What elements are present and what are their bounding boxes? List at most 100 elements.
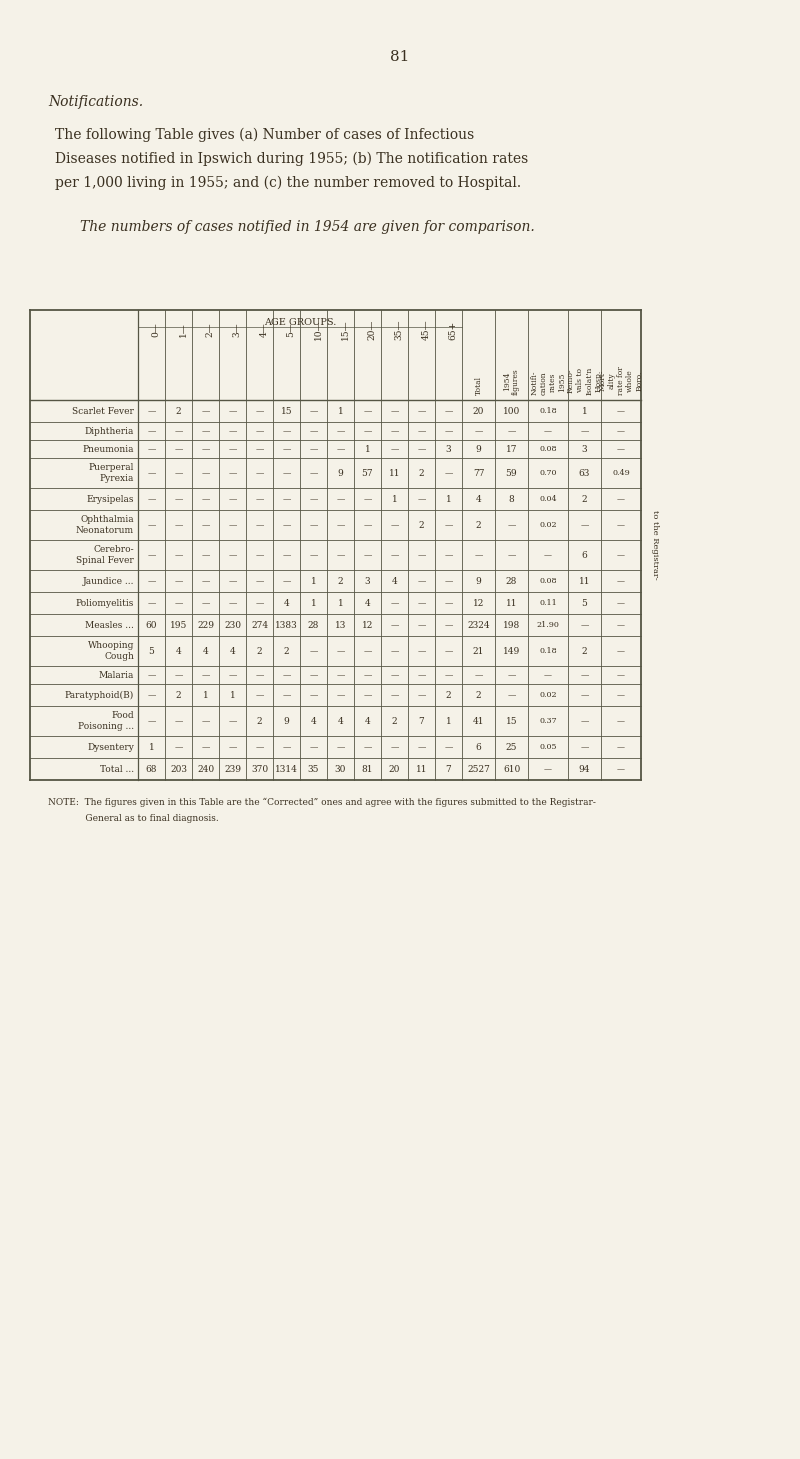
- Text: —: —: [507, 552, 516, 559]
- Text: 1: 1: [310, 598, 316, 607]
- Text: —: —: [202, 552, 210, 559]
- Text: —: —: [336, 427, 345, 435]
- Text: —: —: [363, 521, 372, 530]
- Text: —: —: [617, 407, 625, 414]
- Text: —: —: [363, 407, 372, 414]
- Text: —: —: [147, 576, 156, 585]
- Text: —: —: [336, 692, 345, 699]
- Text: —: —: [418, 445, 426, 452]
- Text: 7: 7: [446, 765, 451, 773]
- Text: 5—: 5—: [286, 322, 295, 337]
- Text: —: —: [147, 600, 156, 607]
- Text: —: —: [617, 427, 625, 435]
- Text: Food
Poisoning ...: Food Poisoning ...: [78, 712, 134, 731]
- Text: —: —: [310, 407, 318, 414]
- Text: —: —: [255, 743, 264, 751]
- Text: 0.18: 0.18: [539, 646, 557, 655]
- Text: Diseases notified in Ipswich during 1955; (b) The notification rates: Diseases notified in Ipswich during 1955…: [55, 152, 528, 166]
- Text: —: —: [418, 646, 426, 655]
- Text: —: —: [444, 622, 453, 629]
- Text: —: —: [147, 495, 156, 503]
- Text: to the Registrar-: to the Registrar-: [651, 511, 659, 579]
- Text: 203: 203: [170, 765, 187, 773]
- Text: 35: 35: [308, 765, 319, 773]
- Text: —: —: [444, 743, 453, 751]
- Text: —: —: [580, 622, 589, 629]
- Text: —: —: [228, 468, 237, 477]
- Text: The following Table gives (a) Number of cases of Infectious: The following Table gives (a) Number of …: [55, 128, 474, 143]
- Text: 7: 7: [418, 716, 424, 725]
- Text: —: —: [228, 671, 237, 678]
- Text: Notifi-
cation
rates
1955: Notifi- cation rates 1955: [530, 371, 566, 395]
- Text: —: —: [444, 600, 453, 607]
- Text: —: —: [444, 427, 453, 435]
- Text: —: —: [390, 427, 398, 435]
- Text: —: —: [228, 552, 237, 559]
- Text: —: —: [202, 407, 210, 414]
- Text: 15: 15: [506, 716, 518, 725]
- Text: —: —: [390, 445, 398, 452]
- Text: —: —: [444, 671, 453, 678]
- Text: 2—: 2—: [206, 322, 214, 337]
- Text: 13: 13: [335, 620, 346, 629]
- Text: —: —: [336, 445, 345, 452]
- Text: 1314: 1314: [275, 765, 298, 773]
- Text: 0.37: 0.37: [539, 716, 557, 725]
- Text: 2: 2: [418, 521, 424, 530]
- Text: —: —: [255, 495, 264, 503]
- Text: —: —: [174, 427, 182, 435]
- Text: 9: 9: [284, 716, 290, 725]
- Text: 9: 9: [338, 468, 343, 477]
- Text: —: —: [202, 495, 210, 503]
- Text: —: —: [418, 552, 426, 559]
- Text: —: —: [147, 407, 156, 414]
- Text: 81: 81: [362, 765, 374, 773]
- Text: Diphtheria: Diphtheria: [85, 426, 134, 435]
- Text: 0.02: 0.02: [539, 692, 557, 699]
- Text: Jaundice ...: Jaundice ...: [82, 576, 134, 585]
- Text: —: —: [617, 622, 625, 629]
- Text: —: —: [544, 671, 552, 678]
- Text: 0.08: 0.08: [539, 576, 557, 585]
- Text: —: —: [390, 407, 398, 414]
- Text: —: —: [282, 468, 290, 477]
- Text: —: —: [310, 646, 318, 655]
- Text: —: —: [617, 495, 625, 503]
- Text: —: —: [147, 552, 156, 559]
- Text: 2: 2: [257, 716, 262, 725]
- Text: —: —: [544, 552, 552, 559]
- Text: —: —: [444, 552, 453, 559]
- Text: 11: 11: [416, 765, 427, 773]
- Text: 2: 2: [582, 495, 587, 503]
- Text: —: —: [147, 427, 156, 435]
- Text: —: —: [147, 521, 156, 530]
- Text: 5: 5: [582, 598, 587, 607]
- Text: —: —: [474, 671, 482, 678]
- Text: —: —: [310, 743, 318, 751]
- Text: 65+: 65+: [449, 321, 458, 340]
- Text: —: —: [282, 671, 290, 678]
- Text: —: —: [363, 646, 372, 655]
- Text: —: —: [174, 521, 182, 530]
- Text: The numbers of cases notified in 1954 are given for comparison.: The numbers of cases notified in 1954 ar…: [80, 220, 534, 233]
- Text: —: —: [418, 576, 426, 585]
- Text: —: —: [202, 521, 210, 530]
- Text: 15: 15: [281, 407, 292, 416]
- Text: —: —: [228, 495, 237, 503]
- Text: —: —: [418, 407, 426, 414]
- Text: —: —: [174, 552, 182, 559]
- Text: Scarlet Fever: Scarlet Fever: [72, 407, 134, 416]
- Text: —: —: [202, 716, 210, 725]
- Text: —: —: [418, 622, 426, 629]
- Text: 25: 25: [506, 743, 518, 751]
- Text: —: —: [617, 521, 625, 530]
- Text: —: —: [418, 671, 426, 678]
- Text: —: —: [474, 552, 482, 559]
- Text: Paratyphoid(B): Paratyphoid(B): [65, 690, 134, 699]
- Text: 1383: 1383: [275, 620, 298, 629]
- Text: 41: 41: [473, 716, 484, 725]
- Text: —: —: [390, 622, 398, 629]
- Text: —: —: [617, 716, 625, 725]
- Text: —: —: [617, 576, 625, 585]
- Text: —: —: [336, 743, 345, 751]
